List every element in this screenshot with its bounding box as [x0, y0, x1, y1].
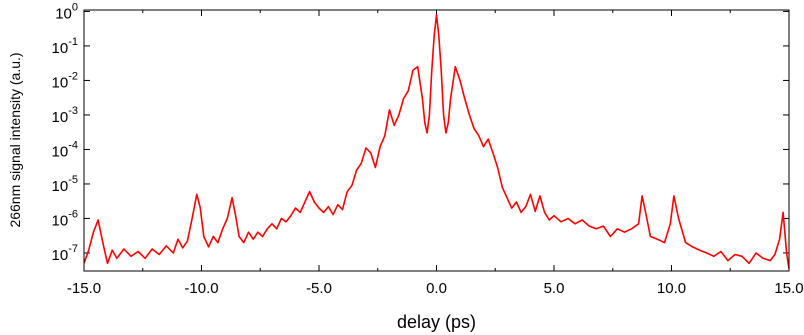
- x-tick-label: 15.0: [774, 280, 803, 297]
- y-tick-labels: 10-7 10-6 10-5 10-4 10-3 10-2 10-1 100: [52, 1, 78, 264]
- y-tick-label: 10-3: [52, 105, 78, 126]
- x-tick-label: -5.0: [306, 280, 332, 297]
- x-tick-label: 10.0: [657, 280, 686, 297]
- y-tick-label: 100: [55, 1, 78, 22]
- plot-area: [84, 10, 789, 271]
- y-tick-label: 10-4: [52, 139, 78, 160]
- x-tick-label: -10.0: [184, 280, 218, 297]
- x-tick-labels: -15.0 -10.0 -5.0 0.0 5.0 10.0 15.0: [67, 280, 804, 297]
- x-tick-label: 5.0: [544, 280, 565, 297]
- x-axis-title: delay (ps): [397, 312, 476, 332]
- y-axis-title: 266nm signal intensity (a.u.): [7, 52, 23, 227]
- series-line: [84, 14, 789, 269]
- y-tick-label: 10-1: [52, 36, 78, 57]
- y-tick-label: 10-6: [52, 208, 78, 229]
- x-tick-label: 0.0: [426, 280, 447, 297]
- y-tick-label: 10-5: [52, 174, 78, 195]
- y-tick-label: 10-2: [52, 70, 78, 91]
- x-tick-label: -15.0: [67, 280, 101, 297]
- plot-frame: [83, 9, 790, 272]
- y-tick-label: 10-7: [52, 243, 78, 264]
